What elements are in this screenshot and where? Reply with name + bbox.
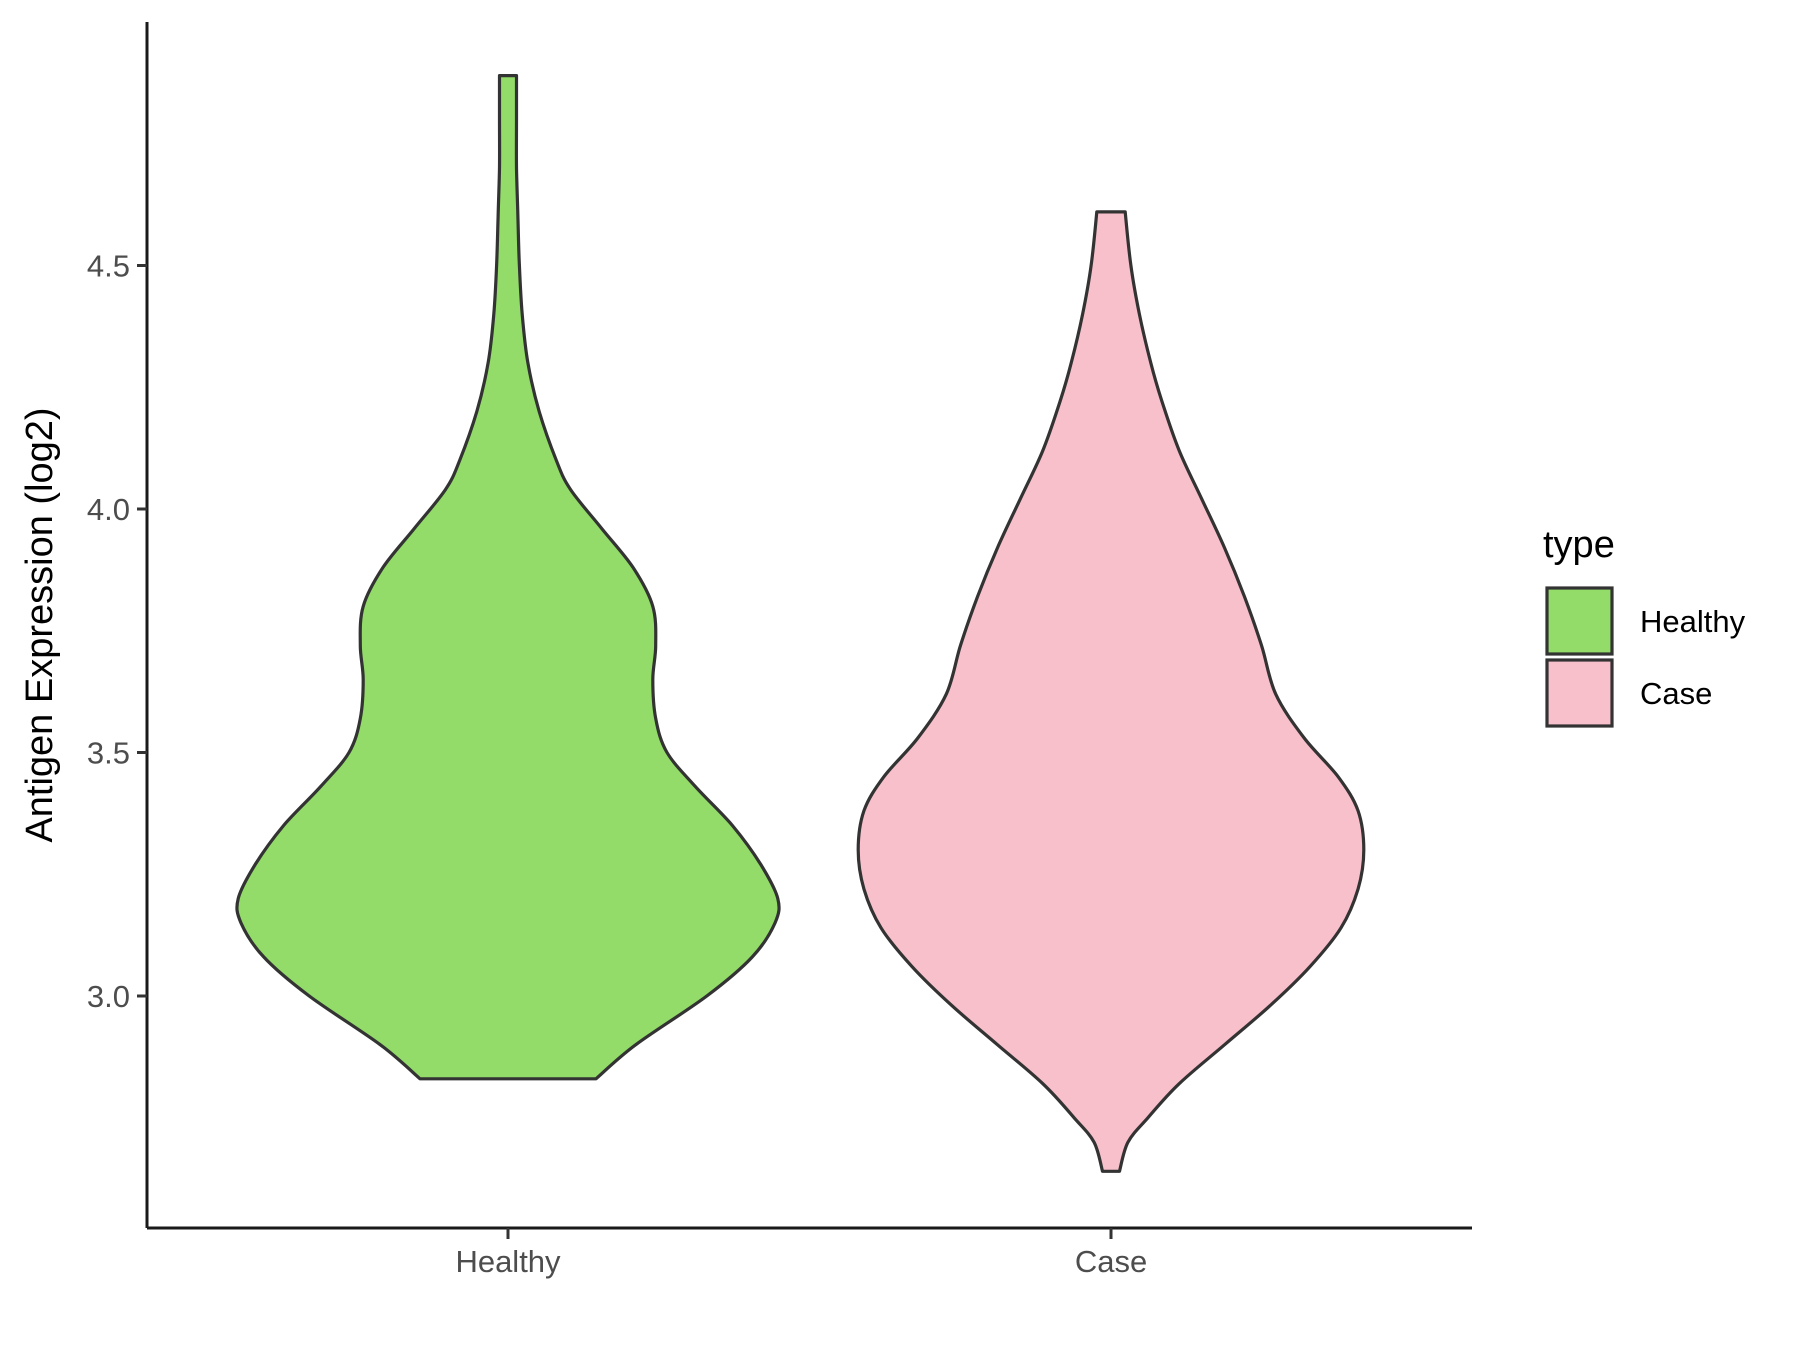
y-tick-label: 3.0 bbox=[87, 979, 130, 1014]
x-tick-label: Healthy bbox=[455, 1244, 561, 1279]
x-ticks: Healthy Case bbox=[455, 1228, 1147, 1279]
legend: type Healthy Case bbox=[1543, 524, 1746, 728]
y-tick-label: 4.5 bbox=[87, 249, 130, 284]
y-tick-label: 3.5 bbox=[87, 736, 130, 771]
violin-case bbox=[856, 210, 1366, 1173]
legend-swatch bbox=[1545, 658, 1614, 728]
violins bbox=[235, 74, 1366, 1173]
y-axis-title: Antigen Expression (log2) bbox=[19, 407, 61, 842]
legend-label: Healthy bbox=[1640, 604, 1746, 639]
y-ticks: 3.0 3.5 4.0 4.5 bbox=[87, 249, 147, 1014]
legend-swatch bbox=[1545, 586, 1614, 656]
axes bbox=[145, 22, 1472, 1230]
legend-label: Case bbox=[1640, 676, 1712, 711]
x-tick-label: Case bbox=[1075, 1244, 1147, 1279]
y-tick-label: 4.0 bbox=[87, 492, 130, 527]
legend-title: type bbox=[1543, 524, 1615, 566]
violin-healthy bbox=[235, 74, 781, 1081]
